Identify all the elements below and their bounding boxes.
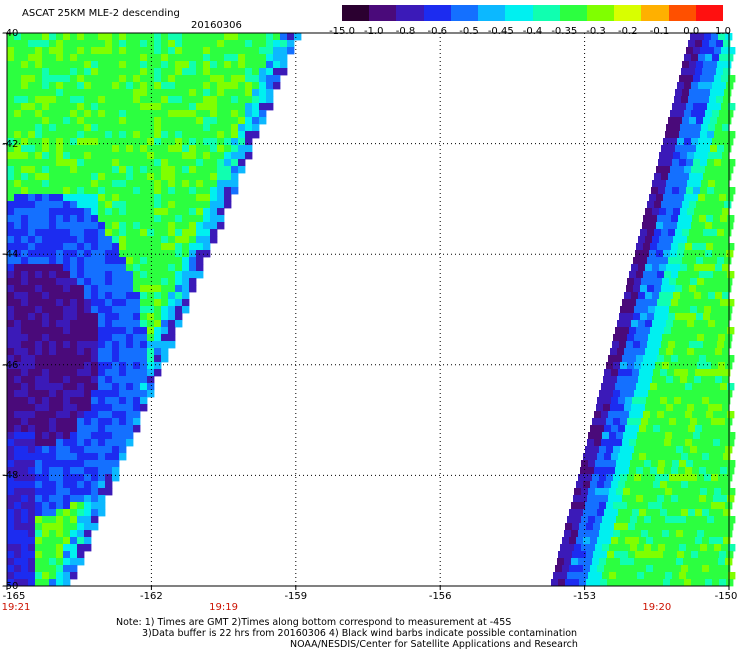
note-line-2: 3)Data buffer is 22 hrs from 20160306 4)…	[142, 628, 578, 639]
longitude-label: -165	[2, 591, 26, 602]
chart-date: 20160306	[191, 20, 242, 31]
map-frame	[6, 32, 730, 587]
colorbar-segment	[450, 5, 479, 21]
longitude-label: -156	[428, 591, 452, 602]
note-line-1: Note: 1) Times are GMT 2)Times along bot…	[116, 617, 512, 628]
longitude-label: -150	[714, 591, 738, 602]
map-ticks	[3, 32, 730, 590]
swath-east	[551, 33, 736, 587]
colorbar-segment	[423, 5, 452, 21]
time-label: 19:20	[642, 602, 672, 613]
note-line-3: NOAA/NESDIS/Center for Satellite Applica…	[290, 639, 578, 650]
latitude-label: -42	[2, 138, 19, 150]
colorbar-label: 0.0	[683, 26, 700, 37]
colorbar-label: -0.8	[395, 26, 416, 37]
colorbar-label: -0.4	[522, 26, 543, 37]
colorbar-label: -15.0	[329, 26, 355, 37]
longitude-label: -162	[140, 591, 163, 602]
latitude-label: -46	[2, 359, 19, 371]
colorbar-segment	[505, 5, 533, 21]
colorbar	[342, 5, 724, 21]
colorbar-label: -0.2	[617, 26, 638, 37]
colorbar-label: -0.6	[427, 26, 448, 37]
colorbar-segment	[586, 5, 615, 21]
map-gridlines	[7, 33, 729, 586]
longitude-label: -159	[284, 591, 308, 602]
chart-title: ASCAT 25KM MLE-2 descending	[22, 8, 180, 19]
colorbar-segment	[369, 5, 397, 21]
latitude-label: -48	[2, 470, 19, 482]
latitude-label: -44	[2, 249, 19, 261]
latitude-label: -40	[2, 28, 19, 39]
colorbar-label: -0.1	[649, 26, 670, 37]
colorbar-segment	[532, 5, 561, 21]
swath-west	[7, 33, 302, 587]
colorbar-segment	[342, 5, 370, 21]
colorbar-segment	[641, 5, 670, 21]
colorbar-segment	[478, 5, 506, 21]
colorbar-segment	[614, 5, 642, 21]
colorbar-label: -0.45	[487, 26, 514, 37]
colorbar-segment	[695, 5, 724, 21]
colorbar-segment	[396, 5, 425, 21]
colorbar-segment	[668, 5, 697, 21]
latitude-label: -50	[2, 581, 19, 592]
time-label: 19:21	[1, 602, 31, 613]
colorbar-label: -0.35	[551, 26, 578, 37]
colorbar-label: -0.3	[586, 26, 606, 37]
colorbar-label: -0.5	[459, 26, 479, 37]
longitude-label: -153	[573, 591, 596, 602]
time-label: 19:19	[209, 602, 239, 613]
colorbar-segment	[559, 5, 588, 21]
colorbar-label: 1.0	[715, 26, 731, 37]
colorbar-label: -1.0	[363, 26, 384, 37]
